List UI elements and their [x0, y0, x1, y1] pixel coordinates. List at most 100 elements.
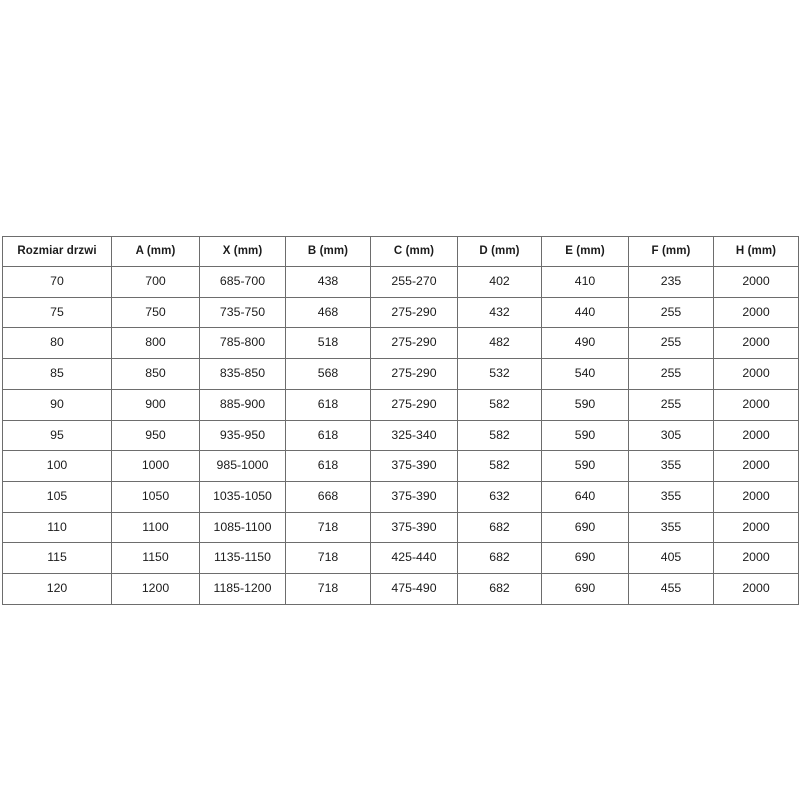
table-cell: 255: [628, 388, 714, 421]
table-cell: 2000: [713, 542, 799, 575]
table-cell: 540: [541, 358, 629, 390]
table-cell: 1050: [111, 480, 200, 513]
table-cell: 255: [628, 327, 714, 360]
table-cell: 690: [541, 542, 629, 575]
table-cell: 718: [285, 511, 371, 544]
table-cell: 405: [628, 542, 714, 575]
table-cell: 490: [541, 327, 629, 360]
table-header: Rozmiar drzwi A (mm) X (mm) B (mm) C (mm) D (…: [2, 236, 799, 267]
table-cell: 275-290: [370, 296, 458, 329]
table-cell: 835-850: [199, 358, 286, 390]
table-cell: 885-900: [199, 388, 286, 421]
table-cell: 618: [285, 419, 371, 452]
row-label-cell: 75: [2, 296, 112, 329]
table-cell: 2000: [713, 450, 799, 482]
table-cell: 700: [111, 266, 200, 298]
table-cell: 425-440: [370, 542, 458, 575]
table-cell: 582: [457, 388, 542, 421]
table-cell: 440: [541, 296, 629, 329]
table-cell: 718: [285, 573, 371, 605]
table-cell: 475-490: [370, 573, 458, 605]
column-header-1: A (mm): [111, 236, 200, 267]
table-cell: 518: [285, 327, 371, 360]
table-cell: 2000: [713, 296, 799, 329]
table-cell: 682: [457, 573, 542, 605]
column-header-4: C (mm): [370, 236, 458, 267]
table-cell: 800: [111, 327, 200, 360]
table-cell: 632: [457, 480, 542, 513]
table-cell: 1035-1050: [199, 480, 286, 513]
column-header-6: E (mm): [541, 236, 629, 267]
table-cell: 2000: [713, 511, 799, 544]
table-cell: 438: [285, 266, 371, 298]
table-cell: 305: [628, 419, 714, 452]
column-header-2: X (mm): [199, 236, 286, 267]
row-label-cell: 100: [2, 450, 112, 482]
table-row: 100 1000 985-1000 618 375-390 582 590 355 2000: [2, 450, 799, 482]
table-cell: 2000: [713, 388, 799, 421]
table-cell: 275-290: [370, 388, 458, 421]
table-cell: 582: [457, 419, 542, 452]
row-label-cell: 95: [2, 419, 112, 452]
table-cell: 1135-1150: [199, 542, 286, 575]
table-cell: 1085-1100: [199, 511, 286, 544]
table-row: 80 800 785-800 518 275-290 482 490 255 2000: [2, 327, 799, 360]
table-cell: 255-270: [370, 266, 458, 298]
table-cell: 355: [628, 450, 714, 482]
table-cell: 1100: [111, 511, 200, 544]
row-label-cell: 90: [2, 388, 112, 421]
table-cell: 2000: [713, 327, 799, 360]
table-cell: 618: [285, 388, 371, 421]
table-cell: 482: [457, 327, 542, 360]
table-cell: 2000: [713, 480, 799, 513]
table-body: 70 700 685-700 438 255-270 402 410 235 2000 75 750…: [2, 266, 799, 605]
table-cell: 985-1000: [199, 450, 286, 482]
table-cell: 582: [457, 450, 542, 482]
table-cell: 402: [457, 266, 542, 298]
table-cell: 2000: [713, 266, 799, 298]
table-cell: 850: [111, 358, 200, 390]
table-cell: 1150: [111, 542, 200, 575]
row-label-cell: 110: [2, 511, 112, 544]
row-label-cell: 105: [2, 480, 112, 513]
table-cell: 950: [111, 419, 200, 452]
table-cell: 255: [628, 358, 714, 390]
door-size-specification-table-container: Rozmiar drzwi A (mm) X (mm) B (mm) C (mm) D (…: [2, 236, 799, 605]
table-cell: 668: [285, 480, 371, 513]
table-cell: 410: [541, 266, 629, 298]
row-label-cell: 120: [2, 573, 112, 605]
column-header-0: Rozmiar drzwi: [2, 236, 112, 267]
table-cell: 532: [457, 358, 542, 390]
table-row: 95 950 935-950 618 325-340 582 590 305 2000: [2, 419, 799, 452]
table-row: 105 1050 1035-1050 668 375-390 632 640 355 2000: [2, 480, 799, 513]
table-cell: 682: [457, 511, 542, 544]
table-cell: 590: [541, 450, 629, 482]
table-cell: 275-290: [370, 358, 458, 390]
row-label-cell: 85: [2, 358, 112, 390]
door-size-specification-table: Rozmiar drzwi A (mm) X (mm) B (mm) C (mm) D (…: [2, 236, 799, 605]
table-cell: 568: [285, 358, 371, 390]
table-cell: 590: [541, 419, 629, 452]
column-header-8: H (mm): [713, 236, 799, 267]
table-cell: 375-390: [370, 480, 458, 513]
table-cell: 682: [457, 542, 542, 575]
table-row: 85 850 835-850 568 275-290 532 540 255 2000: [2, 358, 799, 390]
table-row: 70 700 685-700 438 255-270 402 410 235 2000: [2, 266, 799, 298]
table-cell: 785-800: [199, 327, 286, 360]
table-cell: 375-390: [370, 450, 458, 482]
table-cell: 1185-1200: [199, 573, 286, 605]
table-cell: 468: [285, 296, 371, 329]
table-cell: 750: [111, 296, 200, 329]
table-row: 75 750 735-750 468 275-290 432 440 255 2000: [2, 296, 799, 329]
table-cell: 900: [111, 388, 200, 421]
table-cell: 275-290: [370, 327, 458, 360]
table-cell: 685-700: [199, 266, 286, 298]
table-cell: 2000: [713, 358, 799, 390]
table-cell: 355: [628, 511, 714, 544]
table-cell: 325-340: [370, 419, 458, 452]
table-row: 115 1150 1135-1150 718 425-440 682 690 405 2000: [2, 542, 799, 575]
table-row: 120 1200 1185-1200 718 475-490 682 690 455 2000: [2, 573, 799, 605]
column-header-7: F (mm): [628, 236, 714, 267]
table-cell: 718: [285, 542, 371, 575]
